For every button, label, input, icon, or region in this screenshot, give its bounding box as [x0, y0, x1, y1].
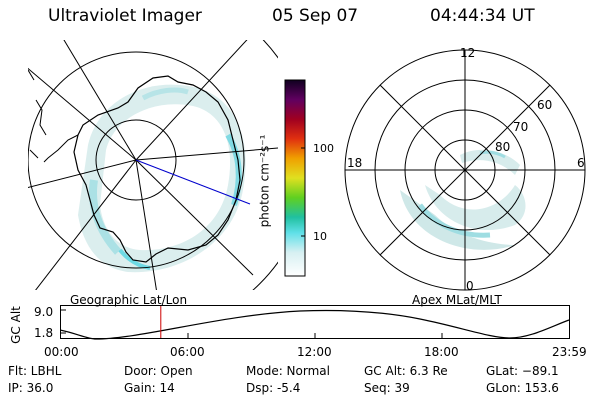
info-gain: Gain: 14 [124, 381, 175, 395]
info-door: Door: Open [124, 364, 193, 378]
colorbar-tick-10: 10 [313, 230, 327, 243]
magnetic-polar-map [344, 49, 586, 291]
info-ip: IP: 36.0 [8, 381, 54, 395]
geographic-map [28, 40, 278, 290]
mlt-label-6: 6 [577, 156, 585, 170]
geographic-caption: Geographic Lat/Lon [70, 293, 188, 307]
alt-plot-ytick-bottom: 1.8 [34, 326, 54, 340]
mlat-label-60: 60 [537, 98, 553, 112]
alt-xtick-3: 18:00 [424, 345, 459, 359]
altitude-curve [60, 309, 570, 340]
mlat-label-70: 70 [513, 120, 529, 134]
colorbar-unit-label: photon cm⁻²s⁻¹ [257, 134, 272, 228]
aurora-oval-geo [78, 84, 246, 273]
alt-xtick-4: 23:59 [552, 345, 587, 359]
altitude-plot [60, 305, 570, 340]
alt-xtick-1: 06:00 [170, 345, 205, 359]
time-label: 04:44:34 UT [430, 6, 535, 26]
mlt-label-18: 18 [347, 156, 363, 170]
info-dsp: Dsp: -5.4 [246, 381, 301, 395]
mlt-label-12: 12 [460, 46, 476, 60]
colorbar [284, 79, 306, 277]
alt-xtick-2: 12:00 [297, 345, 332, 359]
info-glon: GLon: 153.6 [486, 381, 559, 395]
apex-caption: Apex MLat/MLT [412, 293, 502, 307]
info-mode: Mode: Normal [246, 364, 330, 378]
app-title: Ultraviolet Imager [48, 6, 202, 26]
mlt-label-0: 0 [466, 279, 474, 293]
sun-meridian-line [135, 159, 251, 205]
info-flt: Flt: LBHL [8, 364, 62, 378]
alt-plot-ytick-top: 9.0 [34, 305, 54, 319]
alt-xtick-0: 00:00 [44, 345, 79, 359]
info-gc-alt: GC Alt: 6.3 Re [364, 364, 448, 378]
info-glat: GLat: −89.1 [486, 364, 559, 378]
alt-plot-ylabel: GC Alt [8, 306, 23, 344]
info-seq: Seq: 39 [364, 381, 410, 395]
date-label: 05 Sep 07 [272, 6, 359, 26]
mlat-label-80: 80 [495, 140, 511, 154]
colorbar-tick-100: 100 [313, 142, 334, 155]
